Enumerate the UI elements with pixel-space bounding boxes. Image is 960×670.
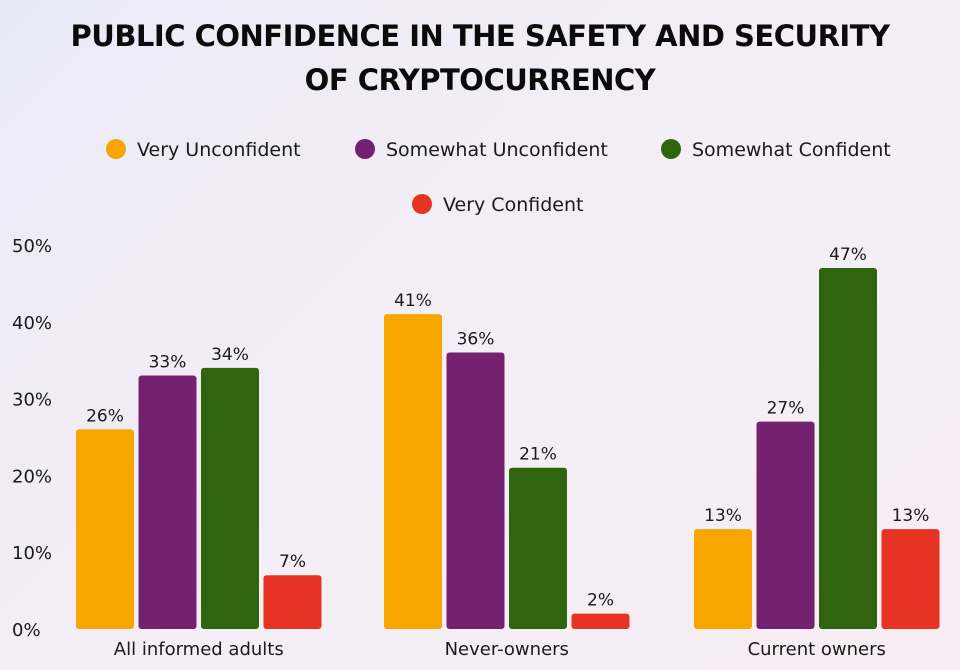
bar-1-3 xyxy=(201,367,259,629)
y-tick-label: 50% xyxy=(12,236,52,257)
bar-2-2 xyxy=(446,352,505,629)
bar-3-2 xyxy=(756,421,815,629)
chart-title-line-1: PUBLIC CONFIDENCE IN THE SAFETY AND SECU… xyxy=(70,19,890,53)
legend-label-2: Somewhat Unconfident xyxy=(386,139,608,161)
bar-3-4 xyxy=(881,529,940,629)
x-tick-label: Never-owners xyxy=(445,639,569,660)
y-tick-label: 20% xyxy=(12,466,52,487)
data-label: 13% xyxy=(892,506,930,526)
data-label: 33% xyxy=(149,353,187,373)
x-tick-label: All informed adults xyxy=(114,639,284,660)
data-label: 26% xyxy=(86,406,124,426)
data-label: 27% xyxy=(767,399,805,419)
data-label: 36% xyxy=(457,330,495,350)
chart-title-line-2: OF CRYPTOCURRENCY xyxy=(304,63,656,97)
legend-swatch-2 xyxy=(355,139,375,159)
data-label: 34% xyxy=(211,345,249,365)
data-label: 41% xyxy=(394,291,432,311)
legend-label-4: Very Confident xyxy=(443,194,583,216)
data-label: 7% xyxy=(279,552,306,572)
x-tick-label: Current owners xyxy=(748,639,886,660)
bar-3-3 xyxy=(819,268,877,629)
data-label: 21% xyxy=(519,445,557,465)
legend-label-3: Somewhat Confident xyxy=(692,139,891,161)
bar-2-4 xyxy=(571,613,630,629)
y-tick-label: 0% xyxy=(12,620,41,641)
chart-title: PUBLIC CONFIDENCE IN THE SAFETY AND SECU… xyxy=(0,14,960,102)
legend-swatch-1 xyxy=(106,139,126,159)
bar-2-1 xyxy=(384,314,442,629)
data-label: 2% xyxy=(587,591,614,611)
y-tick-label: 40% xyxy=(12,313,52,334)
legend-swatch-4 xyxy=(412,194,432,214)
legend-swatch-3 xyxy=(661,139,681,159)
bar-3-1 xyxy=(694,529,752,629)
bar-2-3 xyxy=(509,467,567,629)
data-label: 47% xyxy=(829,245,867,265)
y-tick-label: 10% xyxy=(12,543,52,564)
y-tick-label: 30% xyxy=(12,390,52,411)
data-label: 13% xyxy=(704,506,742,526)
bar-1-2 xyxy=(138,375,197,629)
legend-label-1: Very Unconfident xyxy=(137,139,301,161)
bar-1-1 xyxy=(76,429,134,629)
bar-1-4 xyxy=(263,575,322,629)
